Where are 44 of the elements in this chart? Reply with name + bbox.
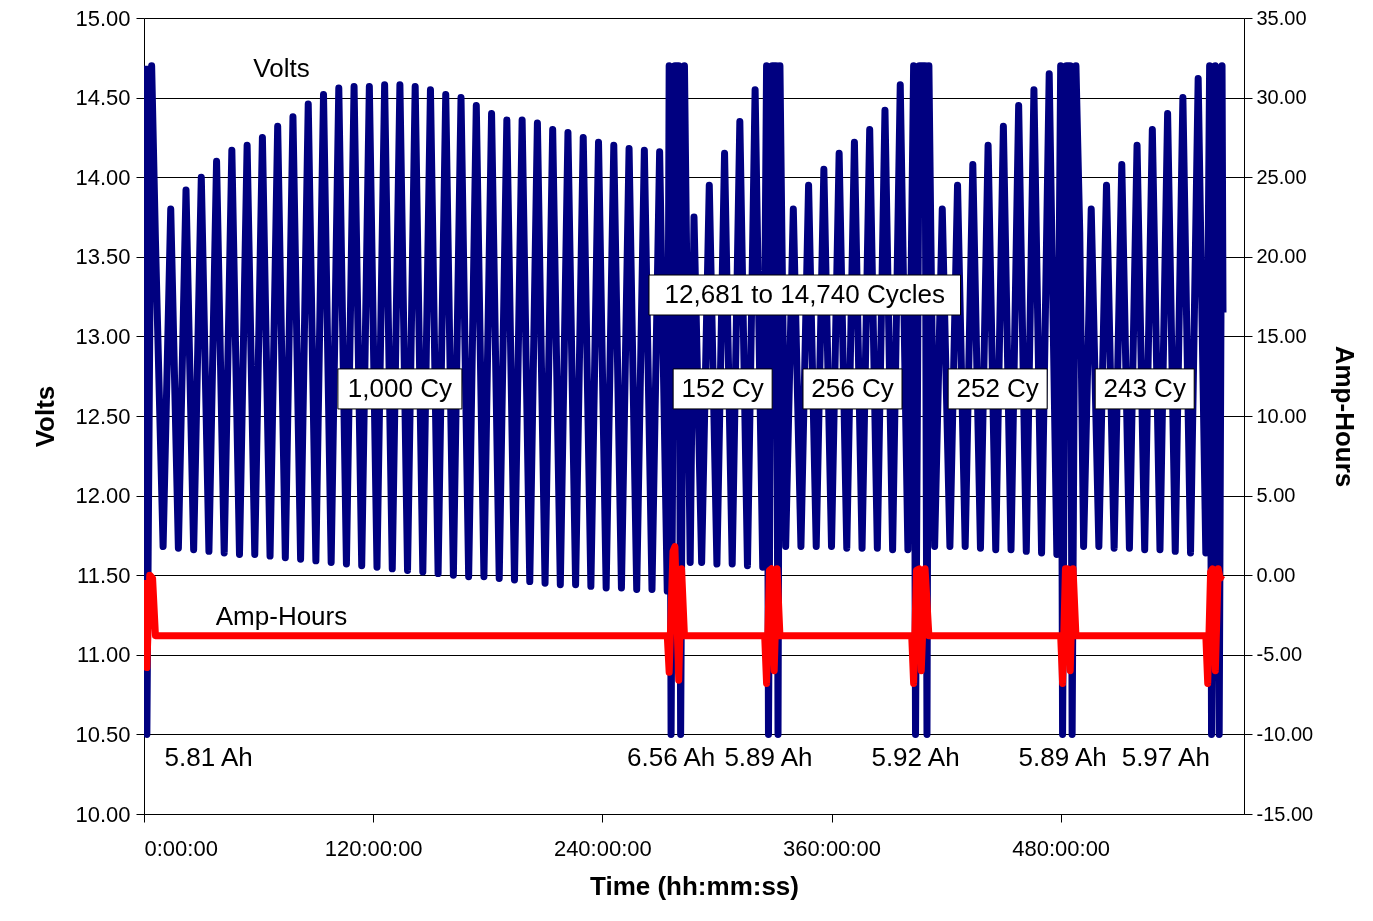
y2-tick-label: 35.00 [1256,6,1307,29]
annotation: 152 Cy [681,372,764,403]
y-tick-label: 15.00 [75,5,131,31]
y-tick-label: 14.50 [75,85,131,111]
annotation: 256 Cy [811,372,894,403]
y-tick-label: 14.00 [75,164,131,190]
series-label: Amp-Hours [215,600,348,631]
y2-tick-label: 5.00 [1256,484,1296,507]
x-tick-label: 240:00:00 [553,835,652,861]
y2-tick-label: -10.00 [1256,722,1314,745]
annotation: 5.97 Ah [1121,742,1210,773]
y2-tick-label: -5.00 [1256,643,1303,666]
y-tick-label: 12.00 [75,483,131,509]
annotation: 5.89 Ah [1018,742,1107,773]
y2-tick-label: 20.00 [1256,245,1307,268]
y2-tick-label: 25.00 [1256,165,1307,188]
annotation: 252 Cy [956,372,1039,403]
y-tick-label: 11.50 [77,562,131,588]
y2-tick-label: 15.00 [1256,324,1307,347]
x-tick-label: 360:00:00 [783,835,881,861]
y-tick-label: 13.00 [75,323,131,349]
y2-tick-label: -15.00 [1256,802,1314,825]
series-label: Volts [253,52,310,83]
annotation: 12,681 to 14,740 Cycles [664,279,945,310]
y2-tick-label: 30.00 [1256,86,1307,109]
annotation: 6.56 Ah [626,742,716,773]
y-tick-label: 12.50 [75,403,131,429]
annotation: 5.81 Ah [164,742,253,773]
annotation: 243 Cy [1103,372,1186,403]
annotation: 5.89 Ah [724,742,813,773]
y-tick-label: 11.00 [77,642,131,668]
x-tick-label: 0:00:00 [144,835,218,861]
x-axis-title: Time (hh:mm:ss) [590,870,799,901]
x-tick-label: 480:00:00 [1012,835,1111,861]
y2-tick-label: 0.00 [1256,563,1296,586]
y-tick-label: 13.50 [75,244,131,270]
y2-tick-label: 10.00 [1256,404,1307,427]
y2-axis-title: Amp-Hours [1330,345,1361,488]
y-axis-title: Volts [30,385,61,448]
x-tick-label: 120:00:00 [324,835,423,861]
annotation: 1,000 Cy [347,372,452,403]
y-tick-label: 10.00 [75,801,131,827]
y-tick-label: 10.50 [75,721,131,747]
annotation: 5.92 Ah [871,742,960,773]
